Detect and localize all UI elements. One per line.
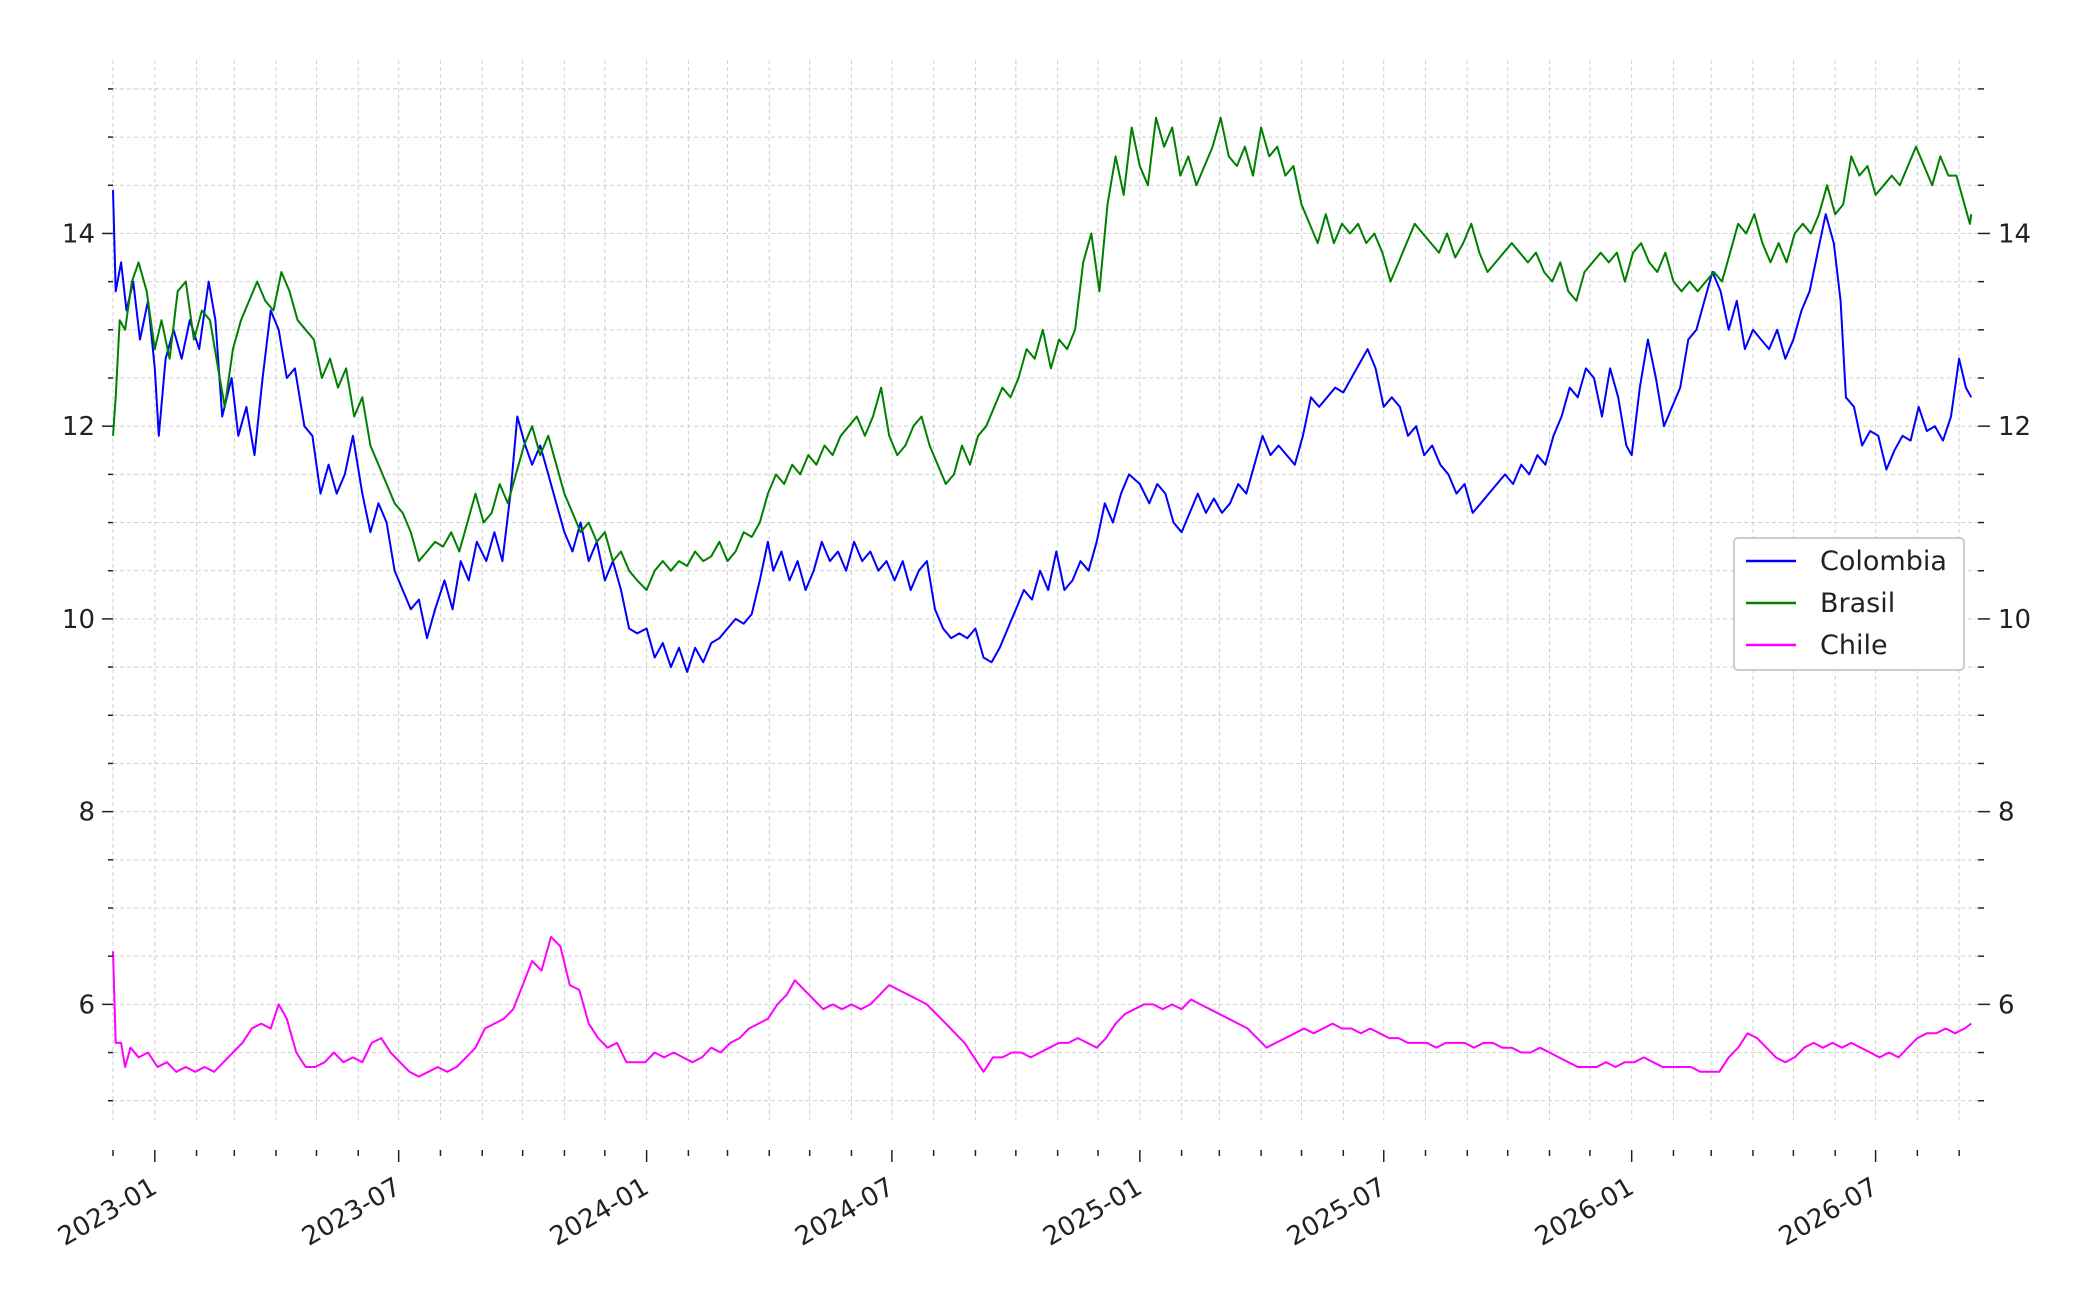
legend-label-chile: Chile (1820, 630, 1888, 661)
axes: 6 6 8 8 10 10 12 12 14 14 2023-01 2023-07 2024-01 202… (53, 88, 2031, 1252)
x-tick-label: 2026-01 (1530, 1172, 1639, 1252)
x-tick-label: 2023-07 (297, 1172, 406, 1252)
legend-box (1733, 537, 1965, 671)
y-tick-label-left: 8 (78, 798, 95, 828)
series-line-colombia (112, 190, 1973, 673)
x-tick-label: 2025-07 (1282, 1172, 1391, 1252)
y-tick-label-right: 10 (1998, 605, 2031, 635)
y-tick-label-left: 14 (62, 219, 95, 249)
x-tick-label: 2025-01 (1038, 1172, 1147, 1252)
series-lines (112, 116, 1973, 1078)
legend-label-colombia: Colombia (1820, 546, 1947, 577)
x-tick-label: 2024-07 (790, 1172, 899, 1252)
series-line-chile (112, 935, 1972, 1078)
grid (112, 60, 1978, 1120)
y-tick-label-right: 6 (1998, 990, 2015, 1020)
legend-label-brasil: Brasil (1820, 588, 1895, 619)
x-tick-label: 2024-01 (545, 1172, 654, 1252)
y-tick-label-left: 12 (62, 412, 95, 442)
y-tick-label-right: 12 (1998, 412, 2031, 442)
x-tick-label: 2026-07 (1774, 1172, 1883, 1252)
series-line-brasil (112, 116, 1973, 591)
y-tick-label-left: 10 (62, 605, 95, 635)
y-tick-label-right: 14 (1998, 219, 2031, 249)
y-tick-label-left: 6 (78, 990, 95, 1020)
y-tick-label-right: 8 (1998, 798, 2015, 828)
legend: Colombia Brasil Chile (1733, 537, 1965, 671)
x-tick-label: 2023-01 (53, 1172, 162, 1252)
